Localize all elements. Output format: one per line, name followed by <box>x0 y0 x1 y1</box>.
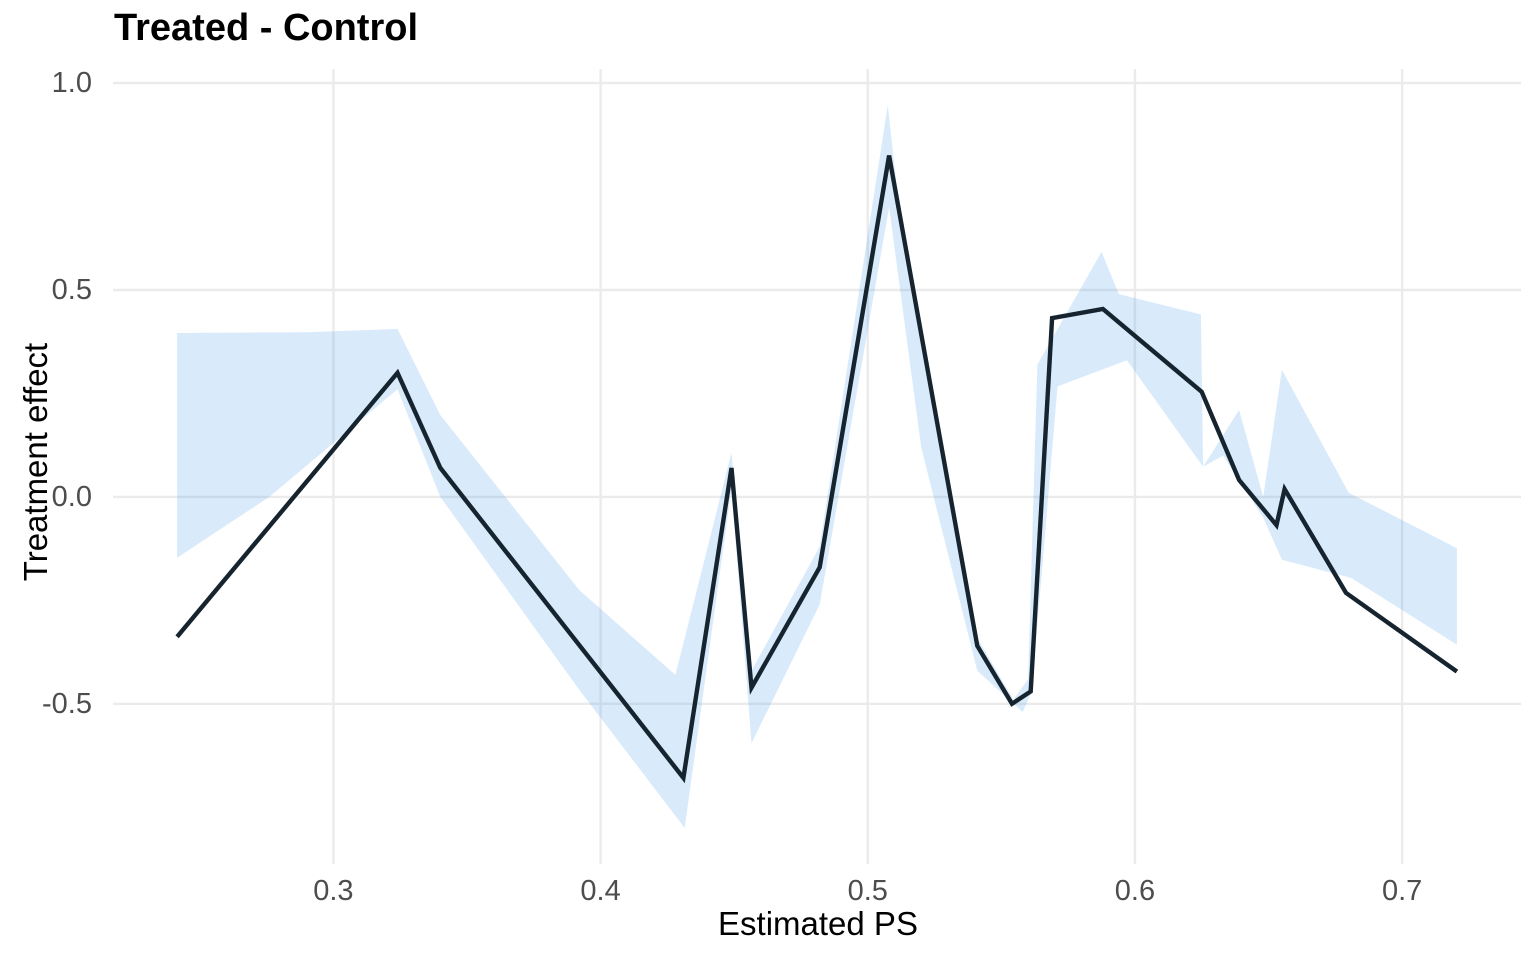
x-tick-label: 0.5 <box>848 875 888 907</box>
x-axis-title: Estimated PS <box>718 905 918 942</box>
x-tick-label: 0.4 <box>580 875 620 907</box>
treatment-effect-line <box>175 155 1459 784</box>
y-tick-label: 0.5 <box>52 274 92 306</box>
chart-title: Treated - Control <box>114 7 419 49</box>
x-tick-label: 0.3 <box>313 875 353 907</box>
y-tick-label: -0.5 <box>42 688 92 720</box>
x-tick-label: 0.6 <box>1115 875 1155 907</box>
confidence-ribbon <box>177 105 1457 828</box>
y-tick-label: 1.0 <box>52 67 92 99</box>
y-tick-label: 0.0 <box>52 481 92 513</box>
x-tick-label: 0.7 <box>1382 875 1422 907</box>
y-axis-title: Treatment effect <box>17 342 54 582</box>
